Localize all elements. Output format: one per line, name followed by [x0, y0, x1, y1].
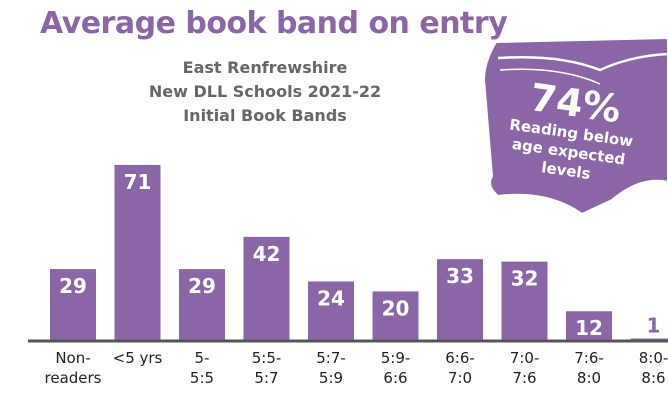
bar-value-label-9: 1: [647, 314, 661, 338]
x-tick-label-0-line-0: Non-: [55, 349, 90, 367]
bar-value-label-7: 32: [511, 267, 539, 291]
x-tick-label-3-line-1: 5:7: [254, 369, 278, 387]
bar-value-label-0: 29: [59, 274, 87, 298]
bar-7: [501, 261, 548, 341]
x-tick-label-4-line-1: 5:9: [319, 369, 343, 387]
x-tick-label-2-line-1: 5:5: [190, 369, 214, 387]
bar-5: [372, 291, 419, 341]
bar-value-label-4: 24: [317, 286, 345, 310]
open-book-icon: [482, 36, 668, 216]
bar-0: [50, 269, 96, 341]
bar-value-label-8: 12: [575, 316, 603, 340]
x-tick-label-5-line-1: 6:6: [383, 369, 407, 387]
bars-group: 29 71 29 42 24 20 33 32 12 1: [50, 164, 668, 341]
bar-value-label-6: 33: [446, 264, 474, 288]
x-tick-label-5-line-0: 5:9-: [381, 349, 411, 367]
x-tick-label-9-line-1: 8:6: [641, 369, 665, 387]
x-tick-label-3-line-0: 5:5-: [252, 349, 282, 367]
x-tick-label-7-line-0: 7:0-: [510, 349, 540, 367]
x-tick-label-6-line-0: 6:6-: [445, 349, 475, 367]
book-page-curve-2: [499, 68, 601, 85]
x-tick-label-2-line-0: 5-: [195, 349, 210, 367]
x-tick-label-1-line-0: <5 yrs: [113, 349, 163, 367]
bar-value-label-3: 42: [253, 242, 281, 266]
open-book-callout: 74% Reading below age expected levels: [482, 36, 668, 216]
bar-6: [437, 259, 483, 341]
bar-2: [179, 269, 225, 341]
x-tick-label-7-line-1: 7:6: [512, 369, 536, 387]
x-tick-labels: Non-readers <5 yrs 5- 5:5 5:5- 5:7 5:7- 5:9 5:9-…: [45, 349, 668, 387]
chart-title: Average book band on entry: [40, 6, 508, 41]
bar-4: [308, 281, 354, 341]
x-tick-label-8-line-0: 7:6-: [574, 349, 604, 367]
x-tick-label-9-line-0: 8:0-: [639, 349, 668, 367]
bar-1: [114, 164, 161, 341]
x-tick-label-8-line-1: 8:0: [577, 369, 601, 387]
chart-subtitle-line-3: Initial Book Bands: [183, 106, 347, 125]
bar-value-label-1: 71: [124, 170, 152, 194]
x-tick-label-4-line-0: 5:7-: [316, 349, 346, 367]
bar-value-label-2: 29: [188, 274, 216, 298]
bar-value-label-5: 20: [382, 296, 410, 320]
chart-subtitle-line-2: New DLL Schools 2021-22: [148, 82, 382, 101]
book-page-curve: [497, 52, 668, 72]
x-tick-label-6-line-1: 7:0: [448, 369, 472, 387]
chart-subtitle-line-1: East Renfrewshire: [182, 58, 348, 77]
bar-3: [243, 236, 290, 341]
x-tick-label-0-line-1: readers: [45, 369, 102, 387]
bar-8: [566, 311, 612, 341]
